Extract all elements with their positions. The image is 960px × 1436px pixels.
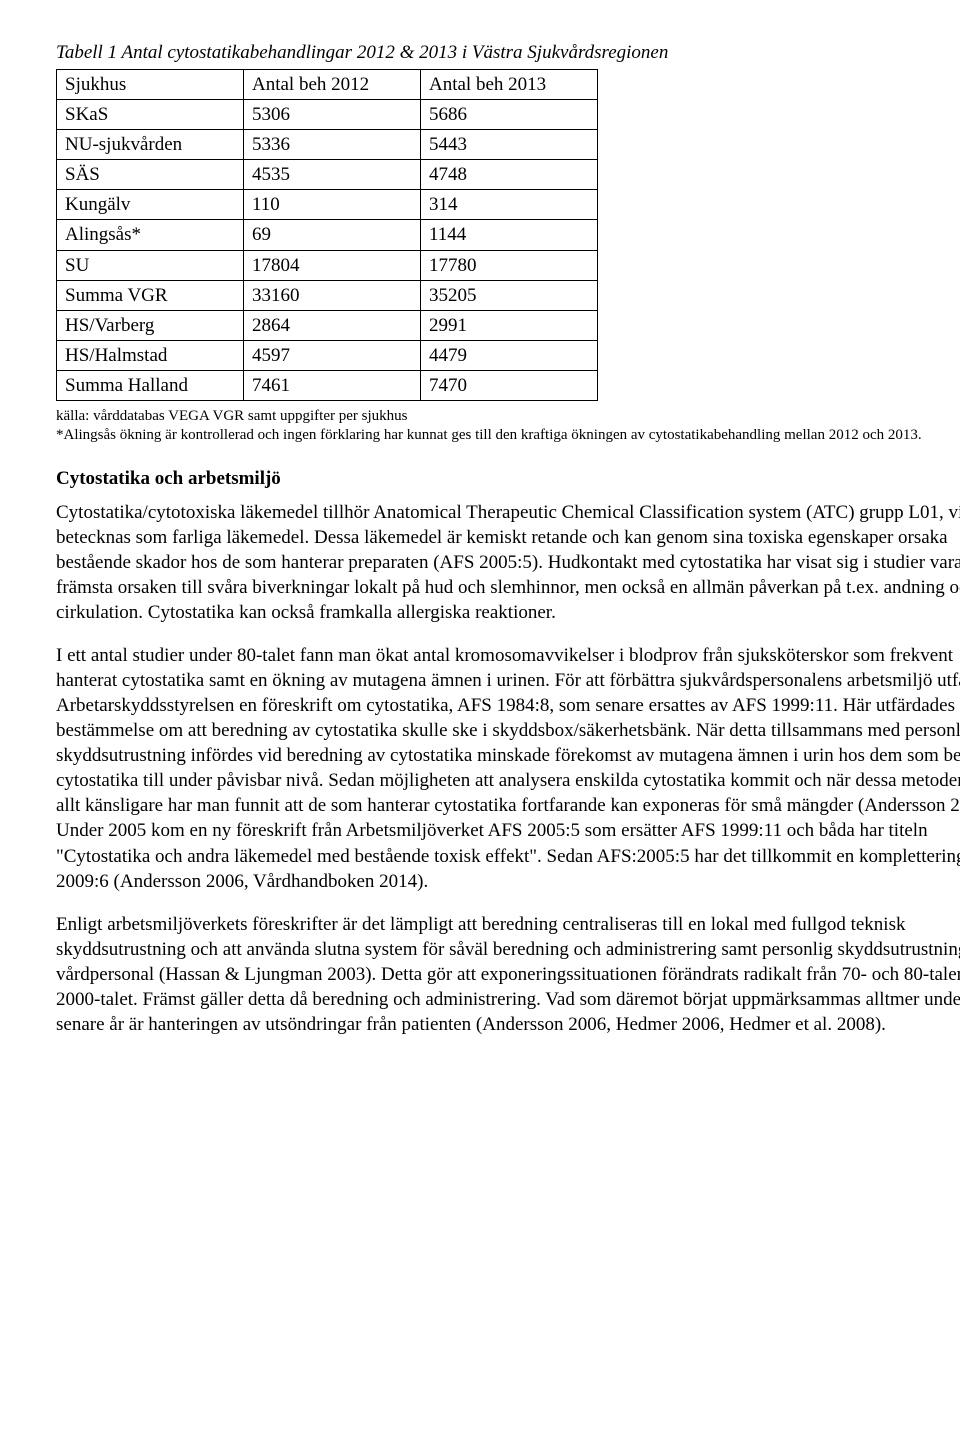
col-header-2012: Antal beh 2012 <box>244 70 421 100</box>
cell-hospital: HS/Varberg <box>57 310 244 340</box>
table-row: HS/Halmstad 4597 4479 <box>57 340 598 370</box>
cell-2012: 33160 <box>244 280 421 310</box>
cell-2013: 4479 <box>421 340 598 370</box>
section-heading: Cytostatika och arbetsmiljö <box>56 466 960 491</box>
cell-2012: 69 <box>244 220 421 250</box>
cell-hospital: Alingsås* <box>57 220 244 250</box>
table-row: SKaS 5306 5686 <box>57 100 598 130</box>
cell-hospital: NU-sjukvården <box>57 130 244 160</box>
table-row: SÄS 4535 4748 <box>57 160 598 190</box>
table-row: Kungälv 110 314 <box>57 190 598 220</box>
table-header-row: Sjukhus Antal beh 2012 Antal beh 2013 <box>57 70 598 100</box>
table-row: NU-sjukvården 5336 5443 <box>57 130 598 160</box>
table-row: Summa VGR 33160 35205 <box>57 280 598 310</box>
paragraph-1: Cytostatika/cytotoxiska läkemedel tillhö… <box>56 500 960 625</box>
cell-hospital: Summa VGR <box>57 280 244 310</box>
table-row: Alingsås* 69 1144 <box>57 220 598 250</box>
cell-2013: 314 <box>421 190 598 220</box>
cell-2012: 2864 <box>244 310 421 340</box>
cell-2013: 35205 <box>421 280 598 310</box>
cell-hospital: SÄS <box>57 160 244 190</box>
cell-2013: 7470 <box>421 370 598 400</box>
cell-2013: 5686 <box>421 100 598 130</box>
cell-2013: 17780 <box>421 250 598 280</box>
cell-hospital: Kungälv <box>57 190 244 220</box>
cell-hospital: Summa Halland <box>57 370 244 400</box>
cell-2012: 110 <box>244 190 421 220</box>
table-row: Summa Halland 7461 7470 <box>57 370 598 400</box>
cell-2012: 17804 <box>244 250 421 280</box>
cell-2012: 4597 <box>244 340 421 370</box>
table-row: HS/Varberg 2864 2991 <box>57 310 598 340</box>
cell-2012: 5306 <box>244 100 421 130</box>
cell-2013: 2991 <box>421 310 598 340</box>
table-source-note: källa: vårddatabas VEGA VGR samt uppgift… <box>56 407 960 445</box>
table-caption: Tabell 1 Antal cytostatikabehandlingar 2… <box>56 40 960 65</box>
col-header-2013: Antal beh 2013 <box>421 70 598 100</box>
cell-hospital: SKaS <box>57 100 244 130</box>
cell-2013: 5443 <box>421 130 598 160</box>
paragraph-3: Enligt arbetsmiljöverkets föreskrifter ä… <box>56 912 960 1037</box>
paragraph-2: I ett antal studier under 80-talet fann … <box>56 643 960 894</box>
table-body: SKaS 5306 5686 NU-sjukvården 5336 5443 S… <box>57 100 598 401</box>
col-header-hospital: Sjukhus <box>57 70 244 100</box>
cell-2013: 1144 <box>421 220 598 250</box>
cell-hospital: HS/Halmstad <box>57 340 244 370</box>
treatments-table: Sjukhus Antal beh 2012 Antal beh 2013 SK… <box>56 69 598 401</box>
cell-2012: 4535 <box>244 160 421 190</box>
cell-hospital: SU <box>57 250 244 280</box>
cell-2013: 4748 <box>421 160 598 190</box>
cell-2012: 5336 <box>244 130 421 160</box>
table-row: SU 17804 17780 <box>57 250 598 280</box>
cell-2012: 7461 <box>244 370 421 400</box>
